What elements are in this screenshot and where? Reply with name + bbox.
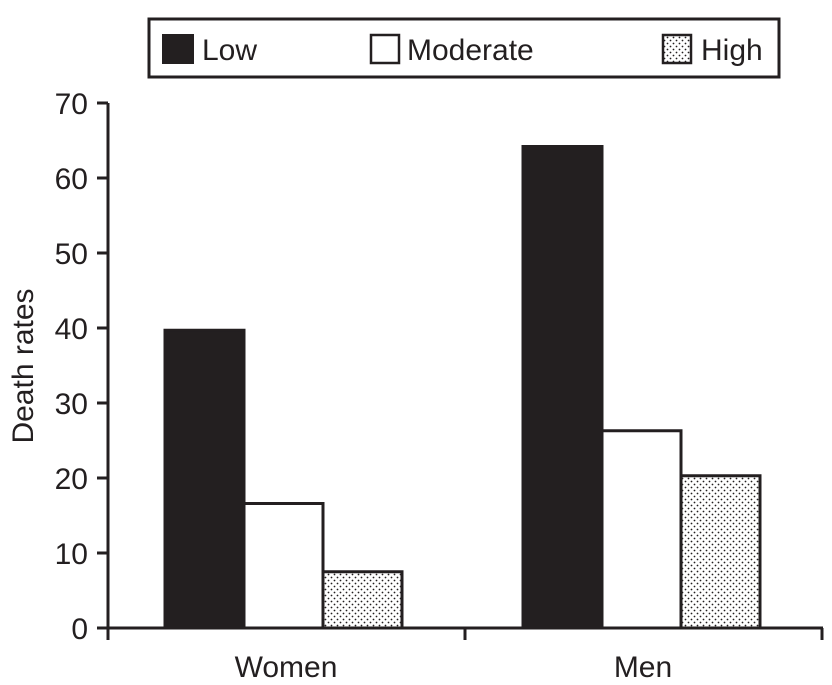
y-ticks: 0 10 20 30 40 50 60 70 [55,88,108,646]
y-tick-label: 50 [55,238,88,271]
legend-swatch-high [661,33,693,65]
y-tick-label: 30 [55,388,88,421]
legend: Low Moderate High [147,17,781,79]
bar-women-low [163,328,246,630]
legend-item-moderate: Moderate [369,33,534,67]
legend-item-high: High [661,33,763,67]
x-tick-label-women: Women [235,651,338,684]
legend-label-high: High [701,34,763,67]
x-labels: Women Men [235,651,673,684]
bar-men-high [679,474,762,630]
y-axis-label: Death rates [7,288,40,443]
legend-item-low: Low [162,34,257,67]
legend-swatch-moderate [369,33,401,65]
y-tick-label: 60 [55,163,88,196]
y-tick-label: 10 [55,538,88,571]
y-tick-label: 70 [55,88,88,121]
legend-label-low: Low [202,34,257,67]
legend-swatch-low [162,34,194,64]
bar-men-moderate [600,429,683,630]
legend-box [147,17,781,79]
bar-women-moderate [242,502,325,630]
bars [163,145,762,630]
bar-men-low [521,145,604,630]
legend-label-moderate: Moderate [407,34,534,67]
y-tick-label: 20 [55,463,88,496]
x-tick-label-men: Men [614,651,672,684]
bar-women-high [321,570,404,630]
y-tick-label: 40 [55,313,88,346]
y-tick-label: 0 [71,613,88,646]
